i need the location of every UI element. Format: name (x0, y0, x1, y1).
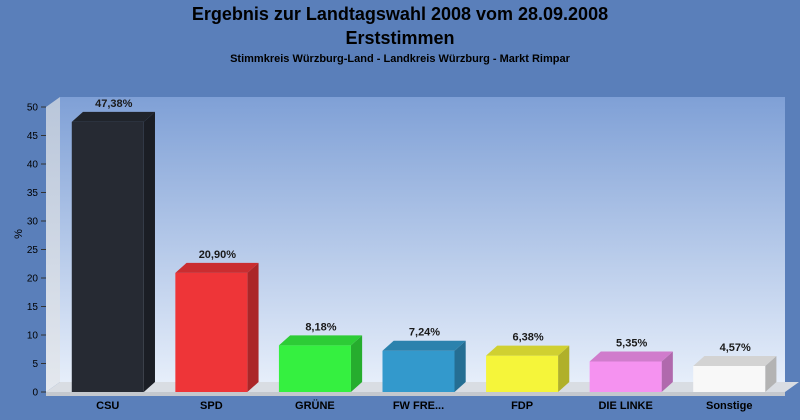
y-tick-label: 50 (27, 103, 39, 114)
bar-top (278, 335, 363, 346)
y-axis-label: % (13, 229, 25, 239)
chart-title-line2: Erststimmen (345, 28, 455, 48)
bar-side (350, 335, 363, 392)
data-label: 7,24% (409, 327, 440, 339)
x-tick-label: GRÜNE (295, 399, 335, 412)
bar-side (247, 262, 259, 392)
y-tick-label: 10 (27, 331, 39, 342)
y-tick-label: 25 (27, 245, 39, 256)
y-tick-label: 20 (27, 274, 39, 285)
data-label: 4,57% (720, 342, 751, 354)
y-tick-label: 0 (32, 388, 38, 399)
x-tick-label: FDP (511, 400, 533, 412)
bar (71, 121, 144, 393)
y-tick-label: 40 (27, 160, 39, 171)
data-label: 47,38% (95, 98, 133, 110)
bar-side (765, 355, 777, 392)
y-tick-label: 5 (32, 359, 38, 370)
plot-back-wall (60, 97, 785, 382)
data-label: 6,38% (512, 332, 543, 344)
bar (278, 345, 351, 392)
bar-top (693, 355, 777, 366)
bar (693, 365, 766, 392)
bar-top (382, 340, 466, 351)
y-tick-label: 15 (27, 302, 39, 313)
bar (589, 361, 662, 392)
bar (382, 350, 455, 392)
bar-top (486, 345, 570, 356)
y-tick-label: 45 (27, 131, 39, 142)
chart-subtitle: Stimmkreis Würzburg-Land - Landkreis Wür… (230, 53, 570, 65)
x-tick-label: SPD (200, 400, 223, 412)
bar-side (454, 340, 466, 392)
bar-top (71, 111, 155, 122)
plot-side-wall (46, 97, 60, 392)
x-tick-label: DIE LINKE (598, 400, 652, 412)
data-label: 20,90% (199, 249, 237, 261)
data-label: 8,18% (305, 321, 336, 333)
data-label: 5,35% (616, 338, 647, 350)
bar-top (589, 351, 673, 362)
x-tick-label: FW FRE... (393, 400, 444, 412)
bar (486, 355, 559, 392)
bar-side (143, 111, 155, 393)
bar-top (175, 262, 259, 273)
plot-floor-edge (46, 392, 785, 396)
x-tick-label: Sonstige (706, 400, 752, 412)
chart-title: Ergebnis zur Landtagswahl 2008 vom 28.09… (191, 4, 609, 24)
x-tick-label: CSU (96, 400, 119, 412)
y-tick-label: 35 (27, 188, 39, 199)
bar-side (661, 351, 673, 392)
bar (175, 272, 248, 392)
bar-side (558, 345, 570, 392)
y-tick-label: 30 (27, 217, 39, 228)
